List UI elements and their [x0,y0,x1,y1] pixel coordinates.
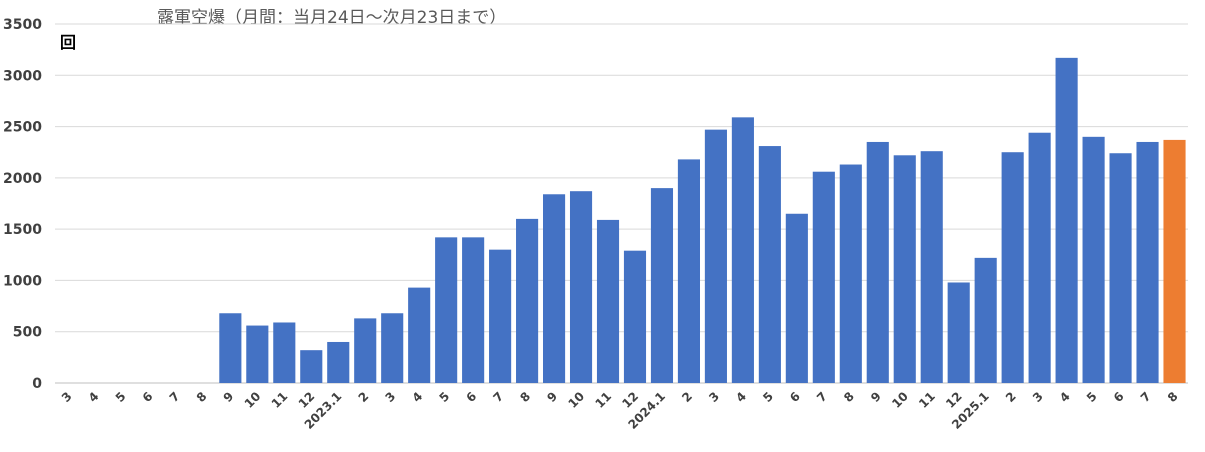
x-tick-label: 5 [760,389,776,405]
bar [758,146,781,383]
x-tick-label: 6 [140,389,156,405]
bar [219,313,242,383]
bar [327,341,350,383]
bar [623,250,647,383]
bar [704,129,727,383]
bar [1001,152,1024,383]
bar [408,287,431,383]
y-tick-label: 1500 [3,222,42,238]
x-tick-label: 8 [194,389,210,405]
y-tick-label: 2000 [3,171,42,187]
bar [650,188,674,383]
y-tick-label: 0 [32,376,42,392]
bar [1136,141,1159,383]
y-tick-label: 500 [13,325,42,341]
bar [542,194,566,383]
x-tick-label: 10 [889,389,911,411]
bar [462,237,485,383]
bar [785,213,808,383]
x-tick-label: 9 [868,389,884,405]
chart-title: 露軍空爆（月間：当月24日～次月23日まで） [157,8,506,28]
x-tick-label: 4 [1057,389,1073,405]
bar [300,350,323,383]
x-tick-label: 8 [517,389,533,405]
x-tick-label: 5 [113,389,129,405]
x-tick-label: 2 [679,389,695,405]
bar [947,282,970,383]
x-tick-label: 11 [592,389,614,411]
x-tick-label: 2 [356,389,372,405]
bar [839,164,862,383]
bar [677,159,701,383]
bar [1082,136,1105,383]
x-tick-label: 4 [86,389,102,405]
bar [1055,57,1078,383]
x-tick-label: 8 [841,389,857,405]
bar [569,191,593,383]
x-tick-label: 7 [1138,389,1154,405]
x-tick-label: 10 [242,389,264,411]
x-tick-label: 7 [490,389,506,405]
x-tick-label: 3 [59,389,75,405]
x-tick-label: 5 [1084,389,1100,405]
x-tick-label: 3 [706,389,722,405]
bar [866,141,889,383]
bar [1163,139,1186,383]
x-tick-label: 6 [463,389,479,405]
bar [731,117,754,383]
x-tick-label: 7 [814,389,830,405]
gridlines [55,23,1188,384]
bar [920,151,943,383]
x-tick-label: 5 [436,389,452,405]
bar [273,322,296,383]
x-tick-label: 6 [1111,389,1127,405]
x-tick-label: 3 [383,389,399,405]
y-tick-label: 1000 [3,273,42,289]
bar [1109,153,1132,383]
x-tick-label: 8 [1165,389,1181,405]
bar [381,313,404,383]
y-axis-ticks: 0 500 1000 1500 2000 2500 3000 3500 [3,17,42,392]
x-tick-label: 6 [787,389,803,405]
x-tick-label: 12 [943,389,965,411]
y-axis-unit-label: 回 [60,33,76,52]
x-tick-label: 4 [409,389,425,405]
bar [246,325,269,383]
x-tick-label: 7 [167,389,183,405]
bar [974,257,997,383]
bar [516,218,539,383]
y-tick-label: 3000 [3,68,42,84]
bar [1028,132,1051,383]
bar [596,219,620,383]
x-tick-label: 11 [269,389,291,411]
x-tick-label: 2 [1003,389,1019,405]
bar [893,155,916,383]
x-tick-label: 10 [565,389,587,411]
x-tick-label: 12 [296,389,318,411]
x-tick-label: 4 [733,389,749,405]
y-tick-label: 2500 [3,120,42,136]
x-tick-label: 9 [544,389,560,405]
x-tick-label: 12 [619,389,641,411]
bar-series [219,57,1186,383]
bar [354,318,377,383]
x-tick-label: 9 [221,389,237,405]
x-tick-label: 11 [916,389,938,411]
y-tick-label: 3500 [3,17,42,33]
bar [489,249,512,383]
bar [812,171,835,383]
bar [435,237,458,383]
x-tick-label: 3 [1030,389,1046,405]
